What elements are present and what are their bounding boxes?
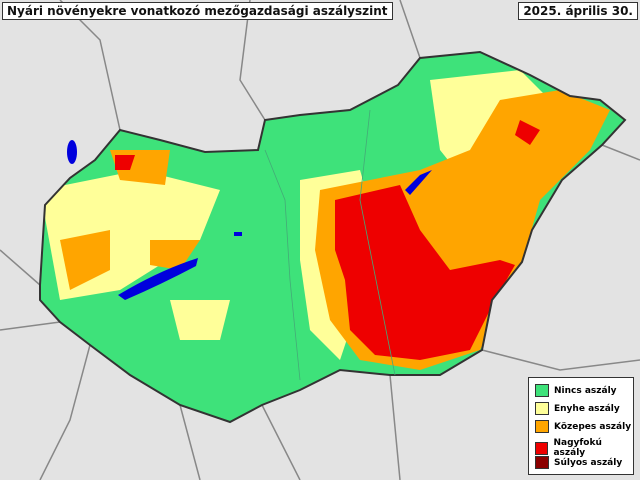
map-date: 2025. április 30. (518, 2, 638, 20)
legend-swatch (535, 384, 549, 397)
legend-swatch (535, 441, 549, 455)
map-title: Nyári növényekre vonatkozó mezőgazdasági… (2, 2, 393, 20)
legend-swatch (535, 456, 549, 469)
legend-item: Súlyos aszály (535, 456, 622, 469)
legend-label: Nagyfokú aszály (553, 438, 602, 458)
legend-item: Enyhe aszály (535, 402, 620, 415)
legend-swatch (535, 402, 549, 415)
legend-label: Súlyos aszály (554, 457, 623, 468)
legend-label: Nincs aszály (554, 385, 617, 396)
legend-label: Közepes aszály (554, 421, 632, 432)
legend-item: Nincs aszály (535, 384, 617, 397)
legend-item: Nagyfokú aszály (535, 438, 633, 458)
legend-swatch (535, 420, 549, 433)
legend: Nincs aszály Enyhe aszály Közepes aszály Na… (528, 377, 634, 475)
legend-label: Enyhe aszály (554, 403, 620, 414)
lakes (67, 140, 432, 300)
legend-item: Közepes aszály (535, 420, 631, 433)
region-severe (115, 120, 540, 360)
rivers (264, 109, 396, 381)
